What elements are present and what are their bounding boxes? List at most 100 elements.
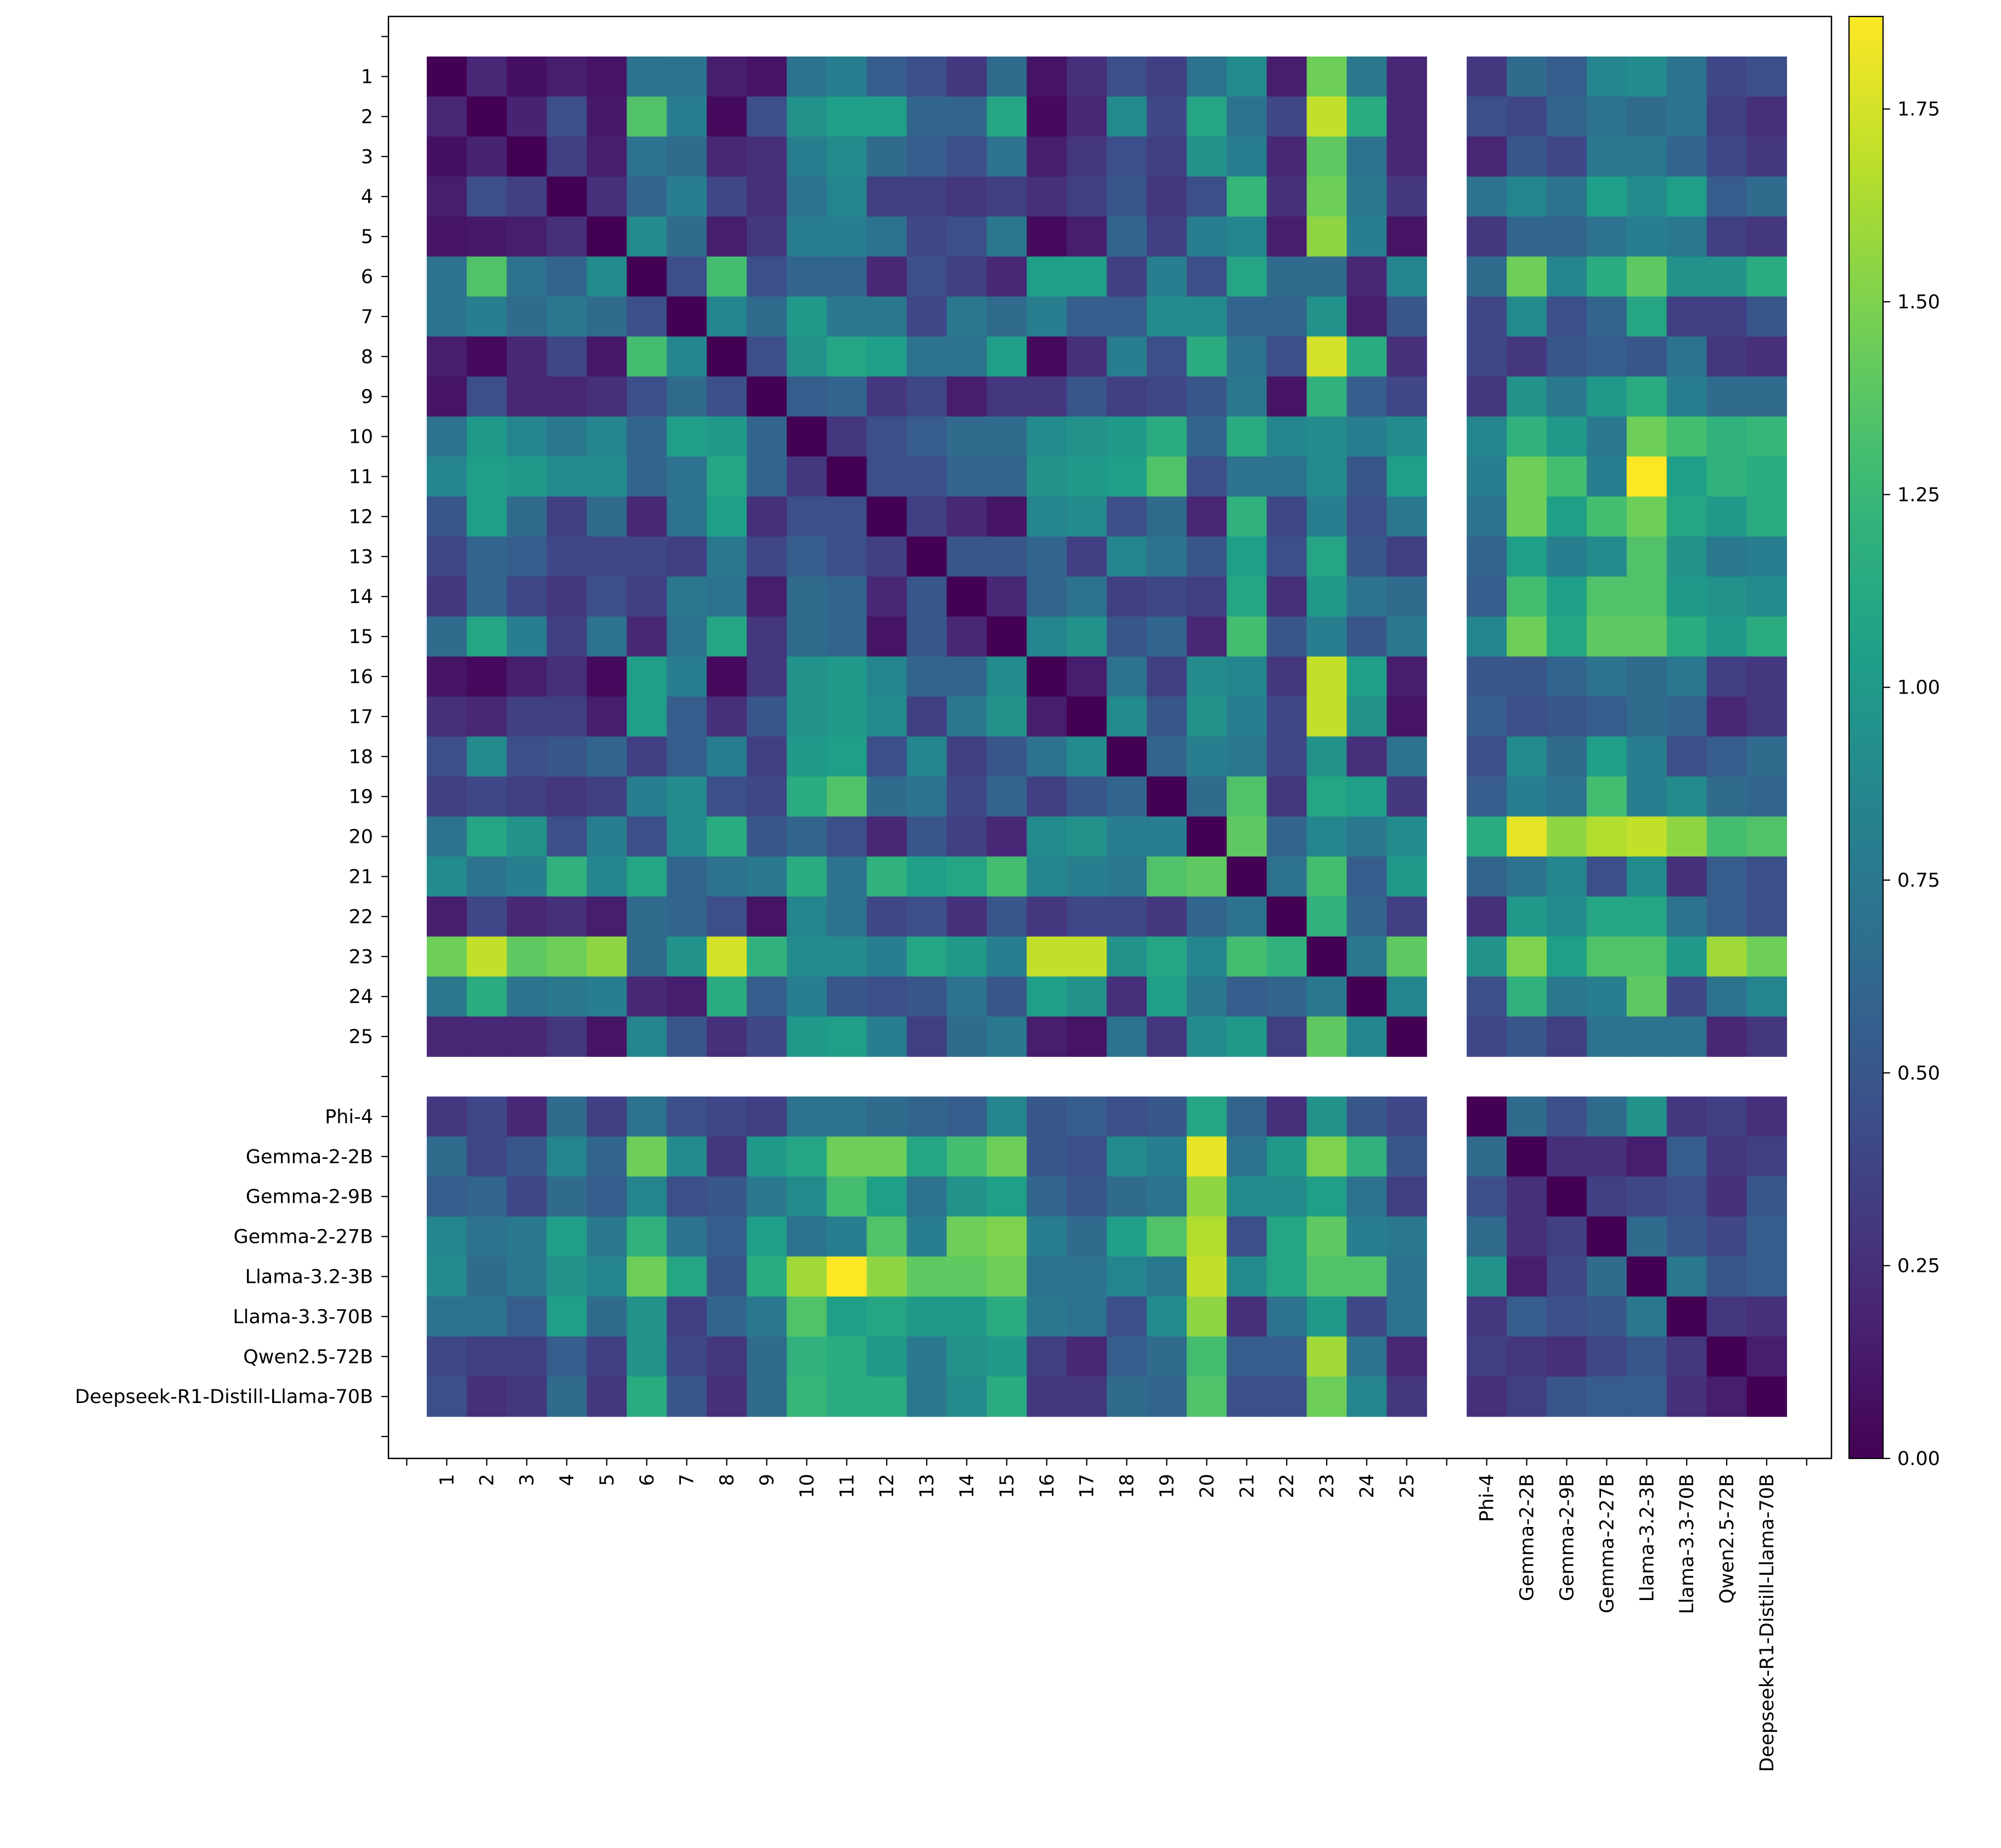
heatmap-cell [466,496,508,537]
heatmap-cell [1507,1096,1547,1137]
heatmap-cell [1027,616,1067,657]
heatmap-cell [1386,736,1427,777]
heatmap-cell [1107,216,1147,257]
heatmap-cell [1746,656,1787,697]
heatmap-cell [747,296,787,337]
heatmap-cell [946,536,987,577]
heatmap-cell [906,936,948,977]
heatmap-cell [786,976,827,1017]
y-tick-label: Gemma-2-9B [246,1186,373,1208]
heatmap-cell [786,776,827,817]
y-tick-label: 3 [361,146,373,168]
heatmap-cell [1067,1176,1107,1217]
heatmap-cell [466,296,508,337]
heatmap-cell [667,1176,707,1217]
heatmap-cell [1706,136,1748,177]
heatmap-cell [1626,696,1667,737]
heatmap-cell [1507,457,1547,497]
heatmap-cell [1547,696,1587,737]
heatmap-cell [667,296,707,337]
heatmap-cell [866,1336,908,1377]
x-tick-label: 7 [677,1474,698,1486]
heatmap-cell [506,896,548,937]
heatmap-cell [1266,1296,1307,1337]
x-tick-label: 9 [756,1474,778,1486]
heatmap-cell [1386,57,1427,97]
heatmap-cell [1067,1136,1107,1177]
heatmap-cell [1147,816,1187,857]
heatmap-cell [546,457,587,497]
heatmap-cell [1107,1336,1147,1377]
heatmap-cell [866,416,908,457]
heatmap-cell [1067,57,1107,97]
heatmap-cell [1186,416,1227,457]
heatmap-cell [1266,1216,1307,1257]
heatmap-cell [426,336,467,377]
heatmap-cell [707,457,747,497]
heatmap-cell [546,216,587,257]
heatmap-cell [667,376,707,417]
heatmap-cell [627,576,667,617]
heatmap-cell [1107,1016,1147,1057]
y-tick-label: Llama-3.2-3B [245,1266,373,1288]
colorbar: 0.00 0.25 0.50 0.75 1.00 1.25 1.50 1.75 [1848,15,1940,1470]
heatmap-cell [1027,696,1067,737]
heatmap-cell [667,256,707,297]
heatmap-cell [1507,416,1547,457]
heatmap-cell [587,896,627,937]
x-tick-label: 3 [516,1474,538,1486]
heatmap-cell [1467,696,1507,737]
heatmap-cell [1507,536,1547,577]
heatmap-cell [1467,896,1507,937]
y-tick-label: 11 [348,466,373,488]
heatmap-cell [866,496,908,537]
heatmap-cell [1626,1176,1667,1217]
heatmap-cell [667,96,707,137]
heatmap-cell [1027,976,1067,1017]
heatmap-cell [906,457,948,497]
heatmap-cell [667,1216,707,1257]
heatmap-cell [786,1216,827,1257]
heatmap-cell [747,1136,787,1177]
colorbar-tick-label: 1.75 [1897,99,1940,121]
heatmap-cell [1626,457,1667,497]
heatmap-cell [866,1376,908,1417]
heatmap-cell [1386,616,1427,657]
heatmap-cell [1547,176,1587,217]
heatmap-cell [1507,96,1547,137]
heatmap-cell [546,96,587,137]
heatmap-cell [546,816,587,857]
heatmap-cell [707,136,747,177]
heatmap-cell [1346,216,1387,257]
x-tick-label: 21 [1236,1474,1258,1498]
heatmap-cell [627,1336,667,1377]
heatmap-cell [1266,1257,1307,1297]
heatmap-cell [707,496,747,537]
heatmap-cell [1386,656,1427,697]
heatmap-cell [946,457,987,497]
heatmap-cell [1346,496,1387,537]
heatmap-cell [627,416,667,457]
heatmap-cell [1746,216,1787,257]
x-tick-label: 10 [796,1474,818,1498]
heatmap-cell [1306,457,1348,497]
heatmap-cell [1746,136,1787,177]
heatmap-cell [587,1376,627,1417]
heatmap-cell [1386,1376,1427,1417]
heatmap-cell [466,1257,508,1297]
heatmap-cell [1666,416,1707,457]
heatmap-cell [866,1216,908,1257]
heatmap-cell [987,536,1027,577]
heatmap-cell [1467,416,1507,457]
heatmap-cell [826,96,867,137]
heatmap-cell [826,576,867,617]
heatmap-cell [747,1336,787,1377]
heatmap-cell [1586,216,1627,257]
heatmap-cell [1547,1096,1587,1137]
heatmap-cell [1147,736,1187,777]
heatmap-cell [1467,1257,1507,1297]
heatmap-cell [1306,536,1348,577]
heatmap-cell [786,816,827,857]
heatmap-cell [786,576,827,617]
heatmap-cell [1386,1336,1427,1377]
